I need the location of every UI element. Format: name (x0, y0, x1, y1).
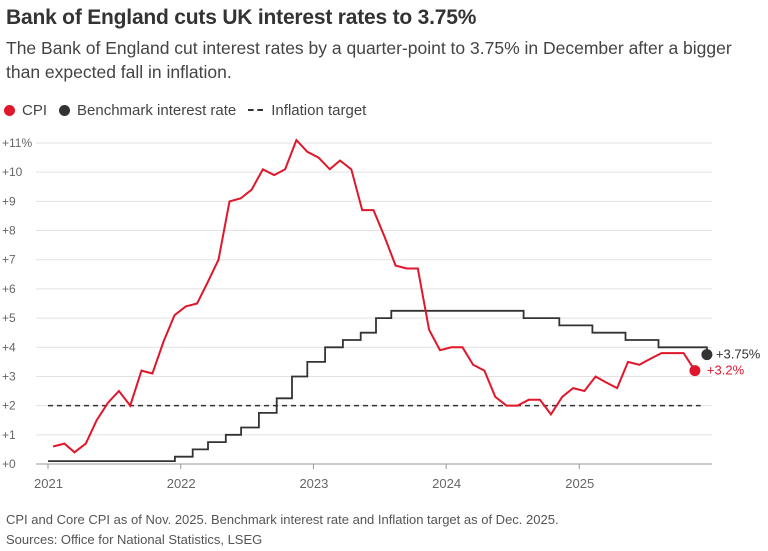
y-tick-label: +1 (2, 428, 16, 442)
cpi-end-label: +3.2% (707, 363, 745, 378)
legend: CPI Benchmark interest rate Inflation ta… (4, 100, 378, 120)
source-note: Sources: Office for National Statistics,… (6, 532, 263, 547)
y-tick-label: +10 (2, 165, 23, 179)
chart-title: Bank of England cuts UK interest rates t… (6, 6, 477, 29)
y-axis-ticks: +0 +1 +2 +3 +4 +5 +6 +7 +8 +9 +10 +11% (2, 136, 32, 471)
y-tick-label: +0 (2, 457, 16, 471)
legend-label-cpi: CPI (22, 101, 48, 119)
x-tick-label: 2022 (167, 476, 196, 491)
y-tick-label: +2 (2, 399, 16, 413)
y-tick-label: +11% (2, 136, 32, 150)
y-tick-label: +4 (2, 340, 16, 354)
legend-swatch-target (248, 109, 264, 111)
gridlines (36, 142, 712, 465)
x-tick-label: 2024 (432, 476, 461, 491)
y-tick-label: +7 (2, 253, 16, 267)
cpi-line (52, 138, 696, 454)
chart-subtitle: The Bank of England cut interest rates b… (6, 38, 732, 82)
interest-rate-line (48, 309, 708, 462)
legend-swatch-cpi (4, 104, 15, 116)
legend-item-cpi: CPI (4, 102, 47, 119)
legend-item-rate: Benchmark interest rate (59, 102, 236, 119)
legend-label-target: Inflation target (271, 101, 367, 119)
footnote: CPI and Core CPI as of Nov. 2025. Benchm… (6, 512, 559, 527)
y-tick-label: +3 (2, 369, 16, 383)
x-axis-ticks: 2021 2022 2023 2024 2025 (34, 464, 594, 491)
y-tick-label: +9 (2, 194, 16, 208)
chart-area: +0 +1 +2 +3 +4 +5 +6 +7 +8 +9 +10 +11% 2021 2022 2023… (2, 136, 761, 491)
legend-item-target: Inflation target (248, 102, 366, 119)
interest-rate-end-label: +3.75% (716, 347, 761, 362)
legend-swatch-rate (59, 104, 71, 116)
y-tick-label: +5 (2, 311, 16, 325)
y-tick-label: +8 (2, 224, 16, 238)
cpi-end-marker (689, 365, 701, 377)
x-tick-label: 2023 (299, 476, 328, 491)
x-tick-label: 2025 (565, 476, 594, 491)
x-tick-label: 2021 (34, 476, 63, 491)
legend-label-rate: Benchmark interest rate (77, 101, 237, 119)
y-tick-label: +6 (2, 282, 16, 296)
interest-rate-end-marker (701, 349, 713, 361)
